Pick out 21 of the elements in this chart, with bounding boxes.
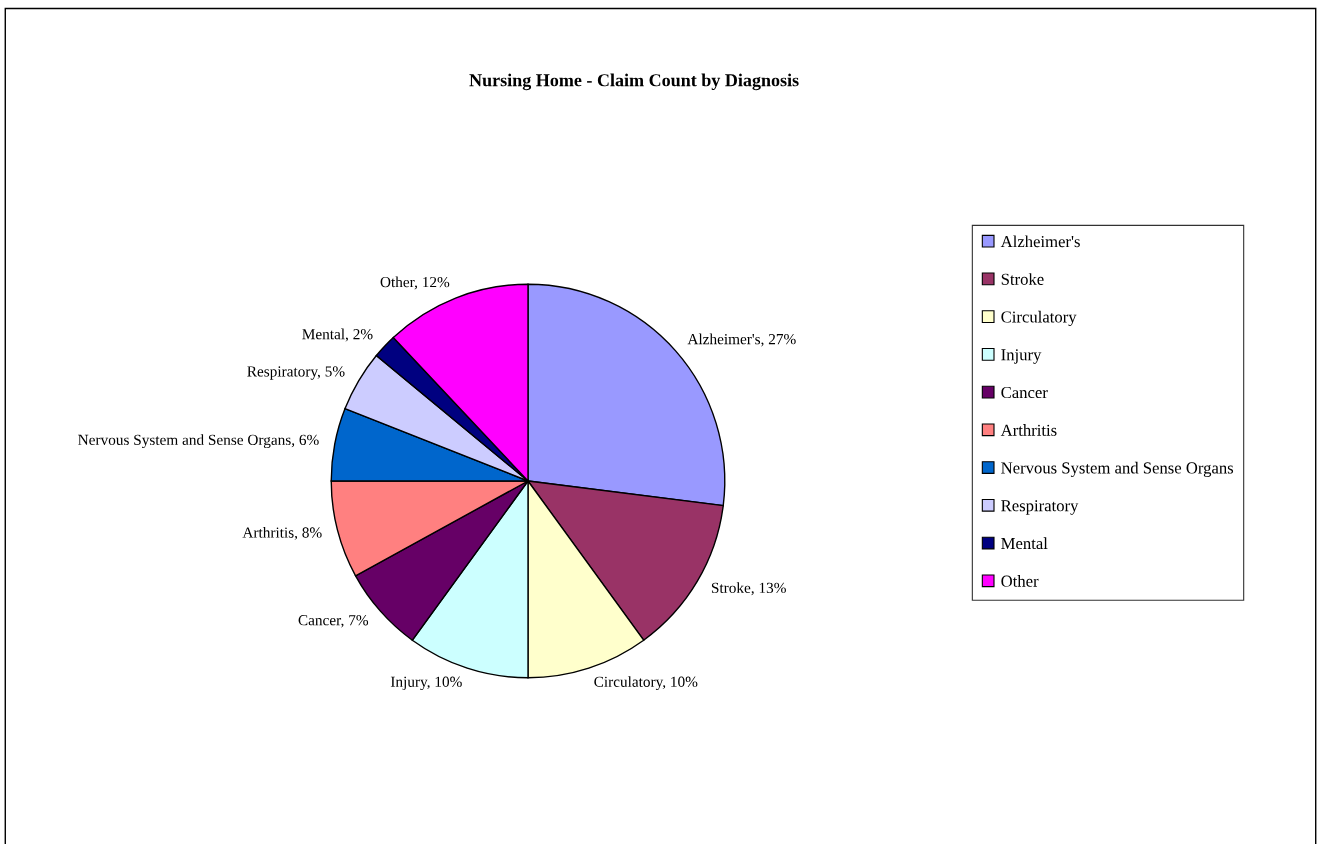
legend-label: Mental: [1001, 537, 1048, 550]
data-label: Stroke, 13%: [711, 582, 786, 596]
data-label: Arthritis, 8%: [242, 526, 322, 540]
legend-label: Respiratory: [1001, 500, 1079, 515]
data-label: Respiratory, 5%: [247, 366, 345, 380]
data-label: Circulatory, 10%: [594, 676, 698, 691]
legend-label: Injury: [1001, 349, 1042, 364]
data-label: Mental, 2%: [302, 328, 373, 342]
legend-label: Circulatory: [1001, 310, 1077, 327]
legend-label: Other: [1001, 575, 1039, 587]
legend-label: Alzheimer's: [1000, 235, 1080, 248]
data-label: Injury, 10%: [390, 676, 462, 691]
legend-label: Nervous System and Sense Organs: [1001, 461, 1234, 477]
legend-label: Stroke: [1001, 273, 1044, 285]
data-label: Cancer, 7%: [298, 615, 369, 628]
legend-label: Arthritis: [1000, 424, 1057, 436]
legend-label: Cancer: [1001, 386, 1048, 399]
data-label: Nervous System and Sense Organs, 6%: [78, 434, 319, 449]
data-label: Other, 12%: [380, 276, 450, 290]
data-label: Alzheimer's, 27%: [687, 333, 796, 347]
chart-title: Nursing Home - Claim Count by Diagnosis: [469, 73, 799, 91]
